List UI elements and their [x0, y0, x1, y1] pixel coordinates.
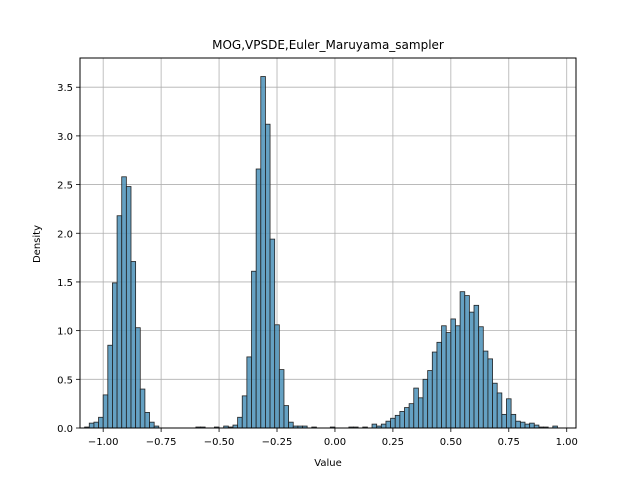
histogram-bar	[413, 387, 419, 429]
y-tick-label: 2.5	[57, 181, 73, 192]
histogram-bar	[371, 423, 378, 429]
histogram-bar	[506, 398, 512, 429]
histogram-bar	[422, 378, 429, 429]
histogram-bar	[385, 420, 391, 429]
histogram-bar	[487, 358, 493, 429]
histogram-bar	[130, 261, 137, 429]
x-tick-label: −0.50	[204, 437, 235, 448]
histogram-bar	[260, 76, 266, 429]
histogram-bar	[255, 168, 262, 429]
histogram-bar	[112, 282, 118, 429]
histogram-bar	[473, 304, 480, 429]
histogram-bar	[125, 186, 132, 429]
histogram-bar	[265, 123, 271, 429]
histogram-bar	[482, 350, 489, 429]
histogram-bar	[88, 422, 95, 429]
histogram-bar	[468, 311, 475, 429]
histogram-bar	[496, 392, 503, 429]
histogram-bar	[529, 422, 535, 429]
y-tick-label: 3.0	[57, 132, 73, 143]
grid-lines	[80, 58, 576, 429]
histogram-bar	[455, 325, 461, 429]
x-axis-ticks: −1.00 −0.75 −0.50 −0.25 0.00 0.25 0.50 0.75 1.00	[88, 428, 578, 448]
x-tick-label: 1.00	[556, 437, 578, 448]
y-tick-label: 3.5	[57, 83, 73, 94]
histogram-bar	[519, 421, 526, 429]
histogram-bar	[269, 238, 276, 429]
histogram-bar	[283, 405, 289, 429]
histogram-bars	[84, 76, 558, 429]
histogram-bar	[107, 344, 113, 429]
histogram-bar	[515, 420, 521, 429]
histogram-bar	[278, 369, 285, 429]
y-axis-ticks: 0.0 0.5 1.0 1.5 2.0 2.5 3.0 3.5	[57, 83, 80, 435]
histogram-bar	[149, 421, 155, 429]
y-axis-label: Density	[32, 225, 43, 263]
histogram-bar	[144, 412, 150, 429]
y-tick-label: 0.5	[57, 375, 73, 386]
histogram-bar	[98, 416, 104, 429]
histogram-bar	[501, 413, 507, 429]
plot-frame	[79, 57, 577, 429]
histogram-bar	[93, 421, 99, 429]
histogram-bar	[102, 394, 109, 429]
histogram-bar	[394, 414, 401, 429]
histogram-bar	[427, 370, 433, 429]
histogram-bar	[510, 413, 517, 429]
histogram-bar	[139, 388, 146, 429]
histogram-bar	[116, 215, 123, 429]
histogram-bar	[459, 291, 466, 429]
histogram-bar	[417, 397, 424, 429]
histogram-bar	[288, 421, 294, 429]
histogram-bar	[399, 411, 405, 429]
histogram-bar	[404, 407, 410, 429]
histogram-bar	[431, 351, 438, 429]
y-tick-label: 1.0	[57, 327, 73, 338]
histogram-bar	[135, 327, 141, 429]
histogram-bar	[246, 356, 252, 429]
x-tick-label: 0.00	[324, 437, 346, 448]
x-tick-label: 0.50	[440, 437, 462, 448]
histogram-bar	[241, 395, 248, 429]
histogram-bar	[380, 423, 387, 429]
x-tick-label: −0.75	[146, 437, 177, 448]
histogram-bar	[251, 270, 257, 429]
chart-title: MOG,VPSDE,Euler_Maruyama_sampler	[212, 38, 444, 52]
x-tick-label: 0.75	[498, 437, 520, 448]
histogram-bar	[524, 423, 531, 429]
x-tick-label: −0.25	[262, 437, 293, 448]
x-tick-label: −1.00	[88, 437, 119, 448]
histogram-bar	[445, 332, 452, 429]
histogram-bar	[478, 326, 484, 429]
x-tick-label: 0.25	[382, 437, 404, 448]
histogram-bar	[237, 416, 243, 429]
histogram-bar	[492, 382, 498, 429]
histogram-bar	[450, 318, 456, 429]
x-axis-label: Value	[314, 458, 341, 469]
histogram-bar	[464, 295, 470, 429]
histogram-bar	[436, 341, 442, 429]
histogram-bar	[121, 176, 127, 429]
y-tick-label: 1.5	[57, 278, 73, 289]
histogram-bar	[441, 325, 447, 429]
histogram-bar	[390, 417, 396, 429]
histogram-bar	[408, 403, 415, 429]
y-tick-label: 2.0	[57, 229, 73, 240]
histogram-bar	[274, 324, 280, 429]
y-tick-label: 0.0	[57, 424, 73, 435]
